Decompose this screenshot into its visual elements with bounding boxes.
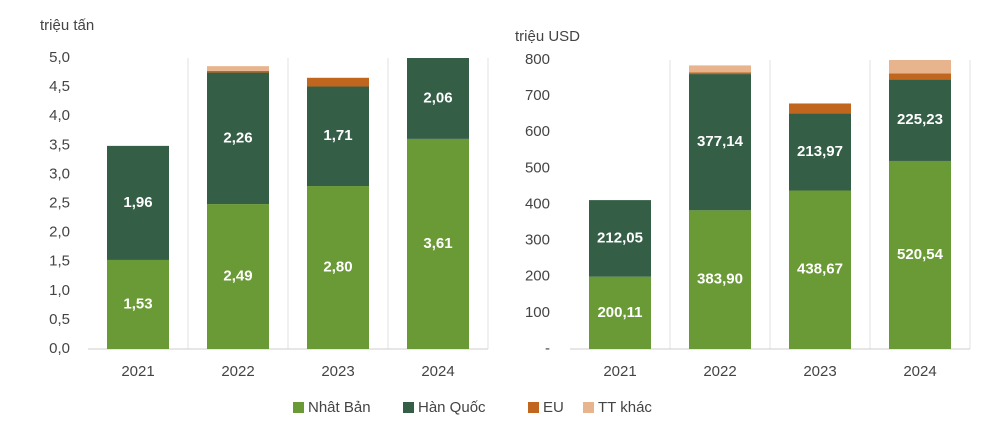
bar-segment (207, 72, 269, 205)
bar-segment (689, 210, 751, 349)
bar-segment (207, 204, 269, 349)
bar-segment (689, 74, 751, 211)
bar-segment (889, 160, 951, 349)
bar-segment (407, 58, 469, 139)
value-label: 212,05 (597, 229, 643, 246)
bar-segment (407, 138, 469, 349)
value-label: 2,49 (223, 268, 252, 285)
x-tick-label: 2023 (321, 363, 354, 380)
value-label: 1,71 (323, 127, 352, 144)
y-tick-label: 200 (525, 268, 550, 285)
y-tick-label: 800 (525, 51, 550, 68)
value-label: 520,54 (897, 246, 944, 263)
x-tick-label: 2021 (121, 363, 154, 380)
value-label: 225,23 (897, 111, 943, 128)
bar-segment (307, 186, 369, 349)
bar-segment (407, 13, 469, 16)
bar-segment (789, 113, 851, 191)
value-label: 1,53 (123, 295, 152, 312)
x-tick-label: 2021 (603, 363, 636, 380)
value-label: 3,61 (423, 235, 452, 252)
y-tick-label: 0,5 (49, 311, 70, 328)
y-tick-label: 5,0 (49, 49, 70, 66)
x-tick-label: 2023 (803, 363, 836, 380)
value-label: 2,80 (323, 258, 352, 275)
bar-segment (207, 66, 269, 71)
y-tick-label: 100 (525, 304, 550, 321)
y-axis-title: triệu tấn (40, 17, 94, 34)
legend-swatch (293, 402, 304, 413)
bar-segment (589, 200, 651, 277)
x-tick-label: 2022 (703, 363, 736, 380)
x-tick-label: 2022 (221, 363, 254, 380)
legend-label: EU (543, 399, 564, 416)
legend-label: Hàn Quốc (418, 399, 486, 416)
legend-swatch (403, 402, 414, 413)
y-tick-label: 4,5 (49, 78, 70, 95)
bar-segment (407, 16, 469, 19)
y-tick-label: 300 (525, 232, 550, 249)
y-tick-label: 3,0 (49, 165, 70, 182)
y-tick-label: 700 (525, 87, 550, 104)
value-label: 2,06 (423, 89, 452, 106)
bar-segment (107, 145, 169, 260)
value-label: 383,90 (697, 271, 743, 288)
value-label: 377,14 (697, 133, 744, 150)
bars (589, 60, 951, 349)
value-label: 1,96 (123, 194, 152, 211)
value-label: 213,97 (797, 143, 843, 160)
value-label: 2,26 (223, 129, 252, 146)
y-tick-label: 4,0 (49, 107, 70, 124)
y-tick-label: 400 (525, 195, 550, 212)
bar-segment (689, 65, 751, 73)
legend-label: TT khác (598, 399, 652, 416)
bar-segment (889, 60, 951, 74)
x-tick-label: 2024 (903, 363, 936, 380)
bar-segment (207, 70, 269, 73)
value-label: 200,11 (597, 304, 642, 321)
bar-segment (107, 259, 169, 349)
legend-swatch (583, 402, 594, 413)
y-tick-label: 1,0 (49, 282, 70, 299)
bars (107, 13, 469, 349)
bar-segment (789, 103, 851, 114)
y-tick-label: 2,5 (49, 194, 70, 211)
value-label: 438,67 (797, 261, 843, 278)
y-tick-label: 1,5 (49, 253, 70, 270)
bar-segment (789, 190, 851, 349)
y-tick-label: 500 (525, 159, 550, 176)
y-tick-label: - (545, 340, 550, 357)
bar-segment (889, 79, 951, 161)
bar-segment (589, 276, 651, 349)
bar-segment (889, 73, 951, 80)
y-tick-label: 0,0 (49, 340, 70, 357)
bar-segment (307, 77, 369, 87)
x-tick-label: 2024 (421, 363, 454, 380)
y-tick-label: 2,0 (49, 224, 70, 241)
y-tick-label: 600 (525, 123, 550, 140)
bar-segment (307, 86, 369, 187)
y-axis-title: triệu USD (515, 28, 580, 45)
y-tick-label: 3,5 (49, 136, 70, 153)
legend-swatch (528, 402, 539, 413)
legend-label: Nhât Bản (308, 399, 371, 416)
bar-segment (689, 72, 751, 75)
